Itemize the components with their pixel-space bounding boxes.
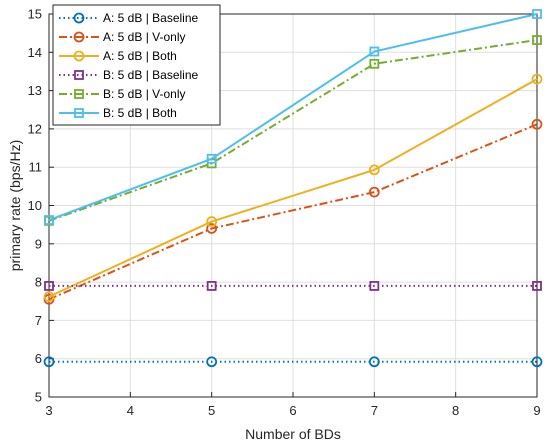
legend-label: A: 5 dB | Baseline	[103, 11, 199, 25]
legend-item: A: 5 dB | Baseline	[59, 11, 199, 25]
data-point	[43, 291, 55, 303]
data-point	[368, 186, 380, 198]
series-line	[48, 39, 538, 222]
series-6	[44, 9, 542, 225]
data-point	[44, 281, 54, 291]
data-point	[206, 216, 218, 227]
legend-item: B: 5 dB | Baseline	[59, 68, 199, 82]
legend-item: A: 5 dB | Both	[59, 49, 177, 63]
y-tick-label: 11	[29, 160, 43, 175]
legend-marker	[73, 12, 85, 24]
series-layer	[43, 9, 543, 368]
data-point	[531, 73, 543, 85]
data-point	[532, 35, 542, 45]
y-tick-label: 5	[35, 390, 42, 405]
data-point	[368, 164, 380, 176]
x-tick-label: 7	[371, 403, 378, 418]
legend-marker	[74, 108, 84, 118]
legend-marker	[73, 50, 85, 62]
series-line	[48, 78, 538, 298]
x-tick-label: 4	[127, 403, 134, 418]
x-tick-label: 3	[45, 403, 52, 418]
y-tick-label: 14	[28, 45, 42, 60]
x-tick-label: 8	[452, 403, 459, 418]
data-point	[206, 223, 218, 234]
y-tick-label: 12	[28, 121, 42, 136]
data-point	[206, 356, 218, 368]
legend-marker	[73, 31, 85, 43]
data-point	[368, 356, 380, 368]
data-point	[531, 118, 543, 130]
legend-marker	[74, 89, 84, 99]
legend-label: B: 5 dB | V-only	[103, 87, 186, 101]
y-tick-label: 6	[35, 351, 42, 366]
legend-item: B: 5 dB | Both	[59, 106, 177, 120]
y-tick-label: 15	[28, 7, 42, 22]
data-point	[43, 356, 55, 368]
series-1	[43, 356, 543, 368]
legend-label: A: 5 dB | V-only	[103, 30, 186, 44]
series-4	[44, 281, 542, 291]
legend-item: B: 5 dB | V-only	[59, 87, 186, 101]
data-point	[206, 153, 217, 164]
data-point	[369, 46, 380, 57]
x-tick-label: 5	[208, 403, 215, 418]
legend-marker	[74, 70, 84, 80]
legend-box	[52, 4, 221, 126]
y-tick-label: 9	[35, 236, 42, 251]
x-tick-label: 6	[289, 403, 296, 418]
data-point	[206, 281, 217, 291]
data-point	[369, 58, 380, 69]
series-line	[48, 123, 538, 301]
axis-ticks: 3 4 5 6 7 8 9 5 6 7 8 9 10 11 12 13 14 15	[28, 7, 541, 419]
x-axis-label: Number of BDs	[245, 426, 341, 442]
y-axis-label: primary rate (bps/Hz)	[7, 140, 23, 271]
x-tick-label: 9	[533, 403, 540, 418]
legend-item: A: 5 dB | V-only	[59, 30, 186, 44]
legend: A: 5 dB | Baseline A: 5 dB | V-only A: 5 d…	[52, 4, 221, 126]
data-point	[532, 281, 542, 291]
y-tick-label: 7	[35, 313, 42, 328]
series-line	[48, 13, 538, 221]
data-point	[531, 356, 543, 368]
y-tick-label: 8	[35, 275, 42, 290]
y-tick-label: 13	[28, 83, 42, 98]
legend-label: B: 5 dB | Both	[103, 106, 177, 120]
data-point	[44, 215, 54, 225]
legend-label: B: 5 dB | Baseline	[103, 68, 199, 82]
series-3	[43, 73, 543, 303]
data-point	[369, 281, 380, 291]
legend-label: A: 5 dB | Both	[103, 49, 177, 63]
data-point	[532, 9, 542, 19]
y-tick-label: 10	[28, 198, 42, 213]
